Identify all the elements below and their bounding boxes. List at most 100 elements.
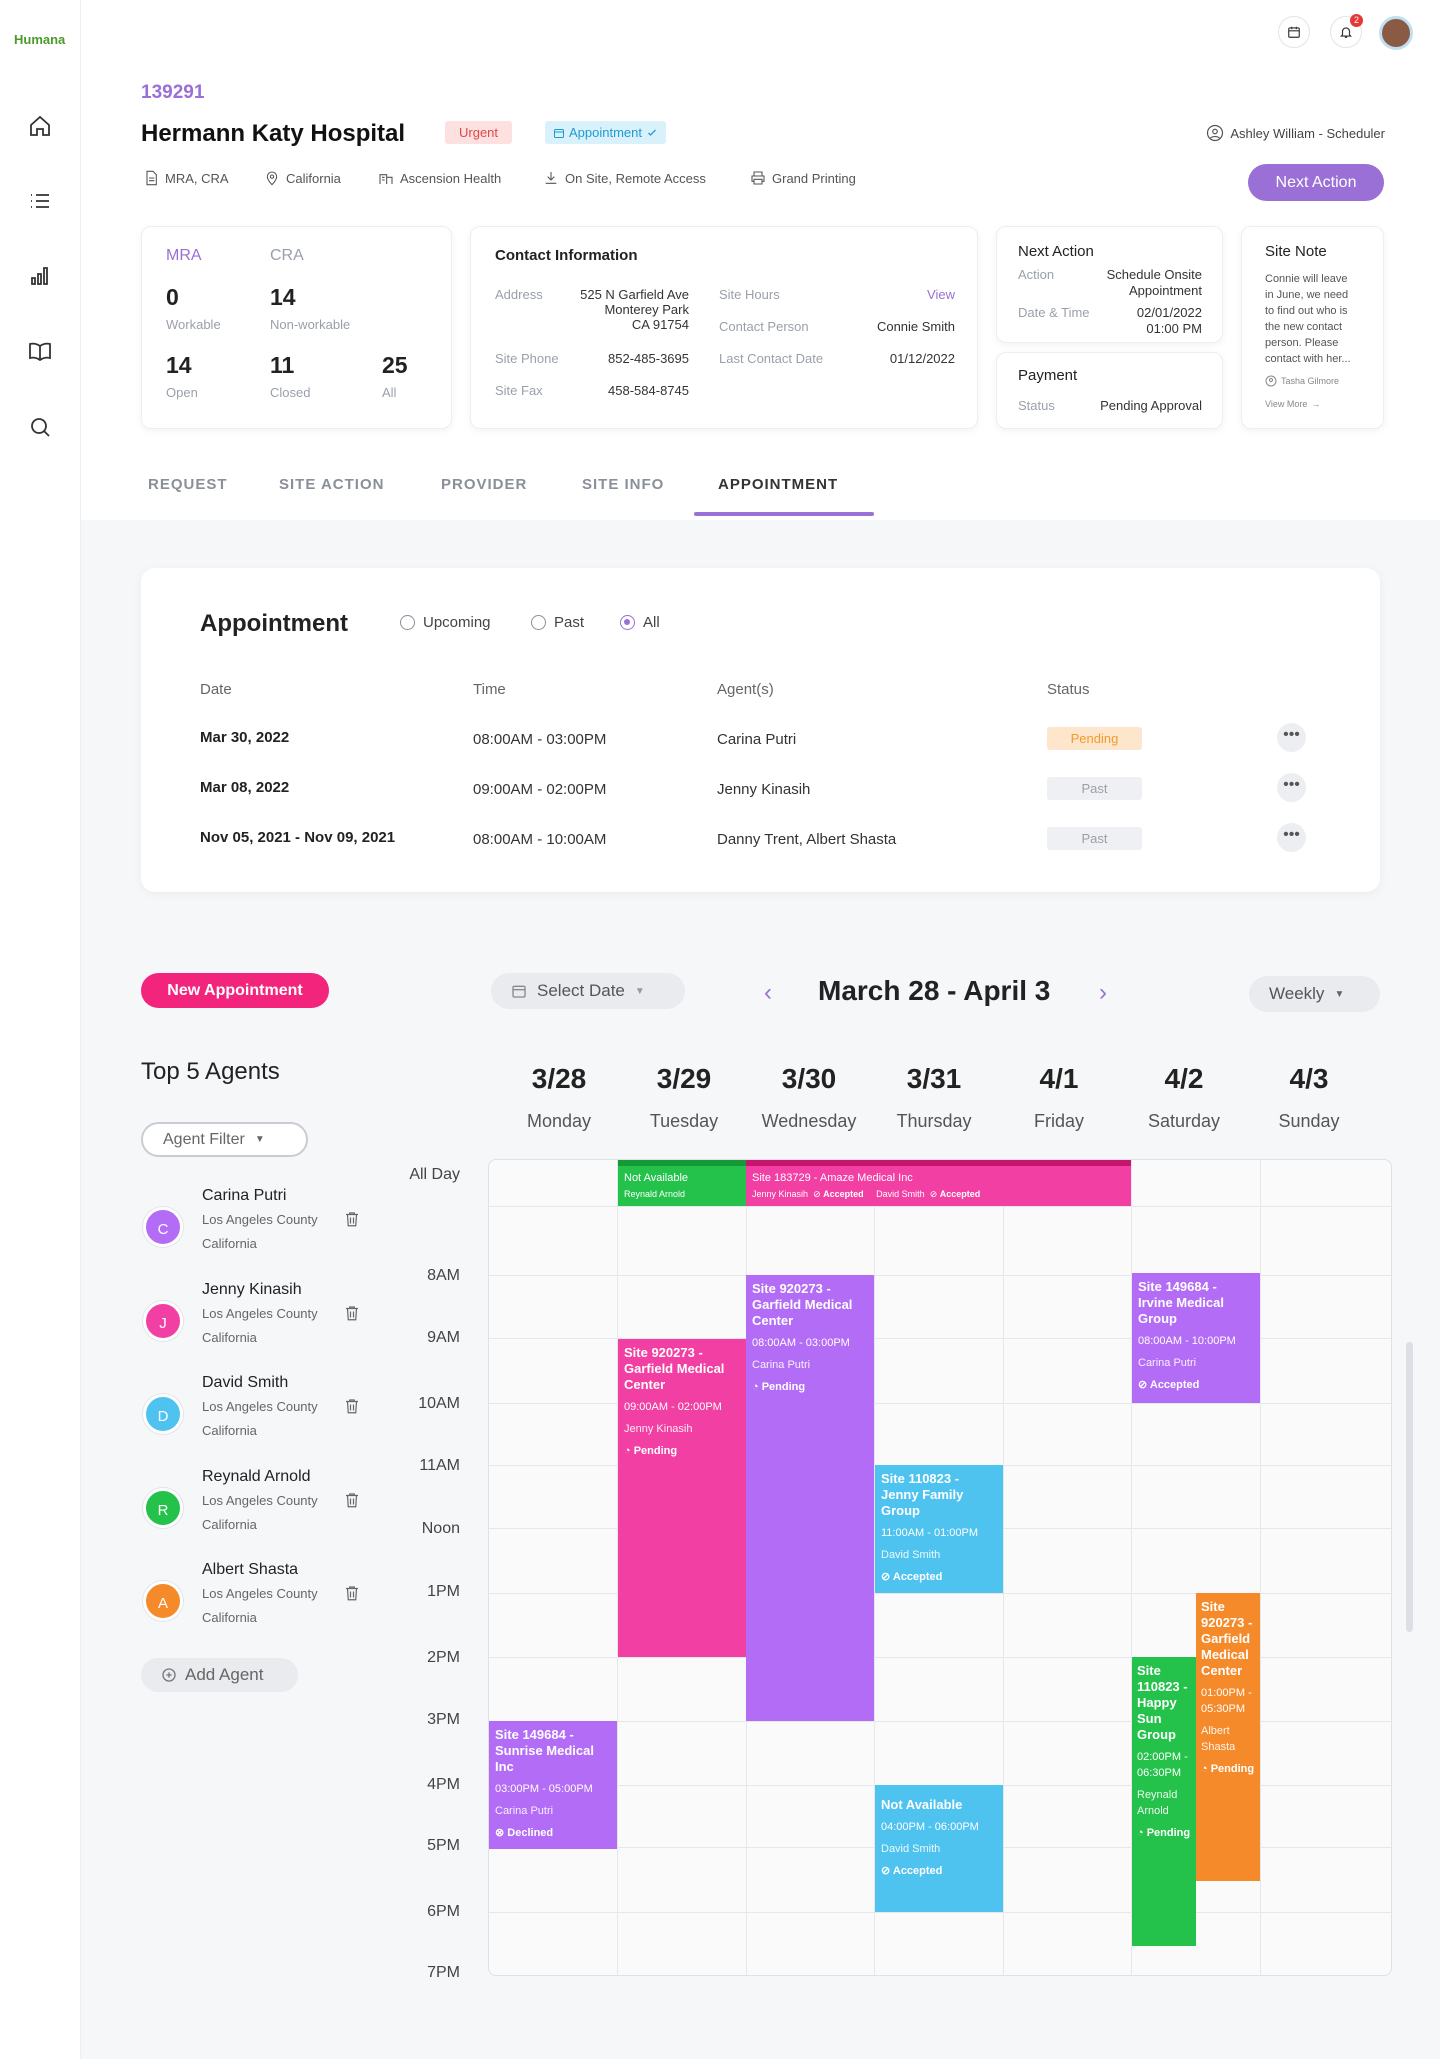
event-block[interactable]: Site 110823 - Happy Sun Group 02:00PM - … xyxy=(1132,1657,1196,1946)
next-action-card: Next Action Action Schedule Onsite Appoi… xyxy=(996,226,1223,343)
day-date: 3/30 xyxy=(781,1063,837,1094)
tab-appointment[interactable]: APPOINTMENT xyxy=(718,476,839,493)
radio-selected-icon xyxy=(620,615,635,630)
calendar-grid[interactable]: Not Available Reynald Arnold Site 183729… xyxy=(488,1159,1392,1976)
day-header: 4/3 Sunday xyxy=(1249,1063,1369,1132)
row-more-button[interactable]: ••• xyxy=(1277,773,1306,802)
filter-upcoming[interactable]: Upcoming xyxy=(400,614,491,631)
hour-label: 11AM xyxy=(419,1457,460,1474)
row-more-button[interactable]: ••• xyxy=(1277,723,1306,752)
site-note-line: Connie will leave xyxy=(1265,273,1348,285)
event-block[interactable]: Site 149684 - Sunrise Medical Inc 03:00P… xyxy=(489,1721,617,1849)
calendar-icon xyxy=(512,985,526,998)
row-more-button[interactable]: ••• xyxy=(1277,823,1306,852)
agent-state: California xyxy=(202,1423,257,1438)
home-icon[interactable] xyxy=(26,112,54,140)
trash-icon[interactable] xyxy=(343,1396,361,1416)
trash-icon[interactable] xyxy=(343,1490,361,1510)
book-icon[interactable] xyxy=(26,337,54,365)
appointment-card xyxy=(141,568,1380,892)
prev-week-button[interactable]: ‹ xyxy=(764,979,772,1006)
allday-event[interactable]: Site 183729 - Amaze Medical Inc Jenny Ki… xyxy=(746,1160,1131,1206)
address-label: Address xyxy=(495,287,543,302)
row-date: Nov 05, 2021 - Nov 09, 2021 xyxy=(200,829,396,846)
tab-site-info[interactable]: SITE INFO xyxy=(582,476,665,493)
tab-site-action[interactable]: SITE ACTION xyxy=(279,476,385,493)
tab-request[interactable]: REQUEST xyxy=(148,476,228,493)
search-icon[interactable] xyxy=(26,413,54,441)
tab-provider[interactable]: PROVIDER xyxy=(441,476,528,493)
site-note-text: Connie will leave in June, we need to fi… xyxy=(1265,271,1351,367)
site-note-author: Tasha Gilmore xyxy=(1265,375,1339,387)
next-action-button[interactable]: Next Action xyxy=(1248,164,1384,201)
check-circle-icon: ⊘ xyxy=(881,1571,891,1583)
day-header: 3/29 Tuesday xyxy=(624,1063,744,1132)
event-block[interactable]: Site 110823 - Jenny Family Group 11:00AM… xyxy=(875,1465,1003,1593)
user-avatar[interactable] xyxy=(1379,16,1413,50)
chart-icon[interactable] xyxy=(26,262,54,290)
add-agent-button[interactable]: Add Agent xyxy=(141,1658,298,1692)
list-icon[interactable] xyxy=(26,187,54,215)
chevron-down-icon: ▼ xyxy=(254,1134,265,1145)
check-circle-icon: ⊘ xyxy=(929,1189,938,1199)
view-dropdown[interactable]: Weekly ▼ xyxy=(1249,976,1380,1012)
filter-past[interactable]: Past xyxy=(531,614,584,631)
datetime-label: Date & Time xyxy=(1018,305,1090,320)
allday-event[interactable]: Not Available Reynald Arnold xyxy=(618,1160,746,1206)
fax-value: 458-584-8745 xyxy=(608,383,689,398)
filter-all[interactable]: All xyxy=(620,614,660,631)
new-appointment-button[interactable]: New Appointment xyxy=(141,973,329,1008)
calendar-scrollbar[interactable] xyxy=(1406,1342,1413,1632)
agent-item[interactable]: J Jenny Kinasih Los Angeles County Californ… xyxy=(141,1281,391,1361)
agent-item[interactable]: C Carina Putri Los Angeles County Californi… xyxy=(141,1187,391,1267)
action-line-2: Appointment xyxy=(1129,283,1202,298)
trash-icon[interactable] xyxy=(343,1583,361,1603)
select-date-dropdown[interactable]: Select Date ▼ xyxy=(491,973,685,1009)
event-title: Not Available xyxy=(624,1172,689,1184)
stats-card: MRA CRA 0 Workable 14 Non-workable 14 Op… xyxy=(141,226,452,429)
agent-item[interactable]: R Reynald Arnold Los Angeles County Califor… xyxy=(141,1468,391,1548)
nonworkable-label: Non-workable xyxy=(270,317,351,332)
site-note-author-name: Tasha Gilmore xyxy=(1281,376,1340,386)
event-title: Not Available xyxy=(881,1797,963,1812)
avatar: R xyxy=(143,1488,183,1528)
event-agent: Reynald Arnold xyxy=(1137,1789,1178,1817)
event-block[interactable]: Site 920273 - Garfield Medical Center 01… xyxy=(1196,1593,1260,1881)
agent-item[interactable]: A Albert Shasta Los Angeles County Californ… xyxy=(141,1561,391,1641)
trash-icon[interactable] xyxy=(343,1209,361,1229)
urgent-tag: Urgent xyxy=(445,121,513,144)
event-block[interactable]: Not Available 04:00PM - 06:00PM David Sm… xyxy=(875,1785,1003,1912)
event-block[interactable]: Site 920273 - Garfield Medical Center 09… xyxy=(618,1339,746,1657)
view-more-link[interactable]: View More → xyxy=(1265,399,1320,409)
hours-view-link[interactable]: View xyxy=(927,287,955,302)
all-label: All xyxy=(382,385,397,400)
site-note-line: person. Please xyxy=(1265,337,1339,349)
closed-count: 11 xyxy=(270,352,295,378)
event-block[interactable]: Site 920273 - Garfield Medical Center 08… xyxy=(746,1275,874,1721)
event-title: Site 110823 - Happy Sun Group xyxy=(1137,1663,1188,1742)
event-agent: David Smith xyxy=(881,1549,941,1561)
filter-upcoming-label: Upcoming xyxy=(423,614,491,631)
next-date: 02/01/2022 xyxy=(1136,305,1202,320)
event-title: Site 920273 - Garfield Medical Center xyxy=(752,1281,853,1328)
bell-icon[interactable]: 2 xyxy=(1330,14,1363,48)
event-time: 08:00AM - 03:00PM xyxy=(752,1337,850,1349)
cra-tab[interactable]: CRA xyxy=(270,247,304,264)
agent-name: Reynald Arnold xyxy=(202,1468,311,1485)
event-block[interactable]: Site 149684 - Irvine Medical Group 08:00… xyxy=(1132,1273,1260,1403)
day-weekday: Sunday xyxy=(1278,1111,1340,1131)
agent-county: Los Angeles County xyxy=(202,1212,318,1227)
site-note-line: to find out who is xyxy=(1265,305,1348,317)
mra-tab[interactable]: MRA xyxy=(166,247,202,264)
agent-filter-dropdown[interactable]: Agent Filter ▼ xyxy=(141,1122,308,1157)
event-agent: Albert Shasta xyxy=(1201,1725,1236,1753)
trash-icon[interactable] xyxy=(343,1303,361,1323)
day-date: 4/2 xyxy=(1164,1063,1204,1094)
check-circle-icon: ⊘ xyxy=(1138,1379,1148,1391)
next-week-button[interactable]: › xyxy=(1099,979,1107,1006)
action-line-1: Schedule Onsite xyxy=(1106,267,1202,282)
check-circle-icon: ⊘ xyxy=(881,1865,891,1877)
agent-item[interactable]: D David Smith Los Angeles County California xyxy=(141,1374,391,1454)
calendar-icon[interactable] xyxy=(1278,16,1310,48)
download-icon xyxy=(545,172,557,184)
